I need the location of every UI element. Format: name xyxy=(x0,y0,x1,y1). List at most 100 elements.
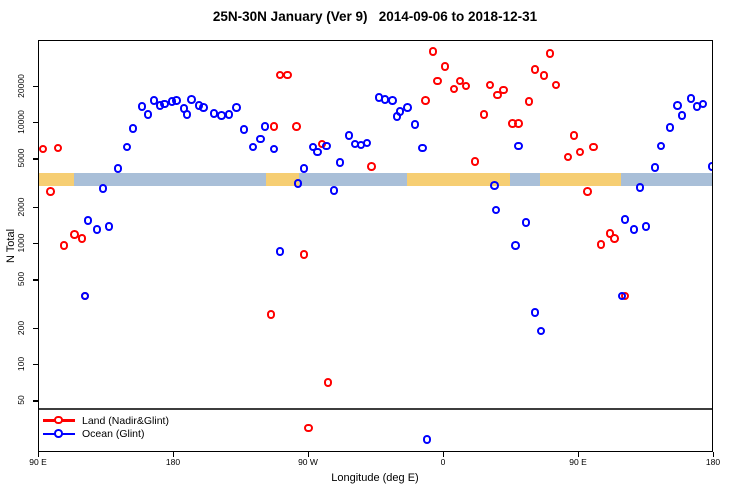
data-point-ocean xyxy=(656,141,666,151)
legend-land-circle-icon xyxy=(54,415,63,425)
band-segment-ocean xyxy=(510,172,540,187)
data-point-ocean xyxy=(686,93,696,103)
band-segment-land xyxy=(406,172,510,187)
data-point-ocean xyxy=(248,142,258,152)
data-point-ocean xyxy=(322,141,331,151)
data-point-ocean xyxy=(172,95,181,105)
x-axis-tick-label: 90 E xyxy=(569,457,587,467)
x-axis-tick xyxy=(578,452,580,457)
data-point-ocean xyxy=(122,142,132,152)
data-point-ocean xyxy=(260,122,270,131)
data-point-land xyxy=(563,152,573,162)
data-point-ocean xyxy=(362,138,372,148)
data-point-ocean xyxy=(530,308,540,317)
x-axis-label: Longitude (deg E) xyxy=(331,472,419,484)
data-point-land xyxy=(46,187,55,197)
data-point-ocean xyxy=(635,183,645,192)
data-point-ocean xyxy=(308,142,318,152)
data-point-ocean xyxy=(275,247,285,256)
data-point-land xyxy=(569,131,579,141)
data-point-ocean xyxy=(143,110,153,119)
data-point-ocean xyxy=(104,221,114,231)
data-point-ocean xyxy=(620,214,630,224)
data-point-land xyxy=(428,47,438,56)
y-axis-tick xyxy=(33,279,38,281)
data-point-ocean xyxy=(511,241,520,251)
x-axis-tick xyxy=(308,452,310,457)
data-point-ocean xyxy=(677,111,687,120)
data-point-ocean xyxy=(80,291,90,301)
data-point-ocean xyxy=(344,131,354,141)
y-axis-tick xyxy=(33,243,38,245)
data-point-ocean xyxy=(92,225,102,234)
data-point-ocean xyxy=(629,225,639,234)
data-point-ocean xyxy=(650,163,660,172)
band-segment-ocean xyxy=(73,172,266,187)
data-point-ocean xyxy=(182,110,192,119)
data-point-land xyxy=(605,229,615,238)
data-point-land xyxy=(583,187,592,197)
data-point-ocean xyxy=(137,102,147,111)
data-point-ocean xyxy=(335,157,345,167)
band-segment-land xyxy=(39,172,74,187)
x-axis-tick-label: 90 W xyxy=(298,457,318,467)
data-point-ocean xyxy=(617,291,627,301)
data-point-land xyxy=(524,96,534,106)
x-axis-tick-label: 90 E xyxy=(29,457,47,467)
data-point-ocean xyxy=(269,144,279,154)
data-point-land xyxy=(77,234,87,243)
data-point-ocean xyxy=(329,186,339,195)
legend-item-ocean: Ocean (Glint) xyxy=(43,428,144,441)
data-point-land xyxy=(455,76,465,86)
data-point-land xyxy=(610,234,619,243)
data-point-land xyxy=(479,110,489,119)
data-point-ocean xyxy=(293,179,303,188)
data-point-land xyxy=(499,85,508,95)
y-axis-tick xyxy=(33,122,38,124)
data-point-ocean xyxy=(388,95,397,105)
y-axis-tick-label: 20000 xyxy=(16,73,26,98)
x-axis-tick xyxy=(443,452,445,457)
data-point-land xyxy=(449,84,459,94)
data-point-land xyxy=(485,80,495,90)
y-axis-tick xyxy=(33,206,38,208)
chart-title: 25N-30N January (Ver 9) 2014-09-06 to 20… xyxy=(212,9,538,24)
data-point-ocean xyxy=(199,102,208,112)
legend-ocean-label: Ocean (Glint) xyxy=(82,428,145,440)
y-axis-tick xyxy=(33,158,38,160)
data-point-ocean xyxy=(224,110,234,119)
y-axis-tick xyxy=(33,327,38,329)
data-point-land xyxy=(539,71,549,81)
data-point-ocean xyxy=(313,147,322,157)
data-point-ocean xyxy=(418,143,427,153)
data-point-ocean xyxy=(673,100,682,110)
legend-land-label: Land (Nadir&Glint) xyxy=(82,414,169,427)
y-axis-label: N Total xyxy=(5,228,17,264)
legend-ocean-circle-icon xyxy=(54,429,63,438)
data-point-ocean xyxy=(128,124,138,134)
data-point-land xyxy=(421,95,430,105)
x-axis-tick-label: 0 xyxy=(440,457,446,467)
data-point-land xyxy=(59,241,69,251)
data-point-land xyxy=(266,310,276,319)
data-point-land xyxy=(433,76,442,86)
data-point-ocean xyxy=(395,106,405,116)
data-point-ocean xyxy=(232,102,241,112)
data-point-ocean xyxy=(113,164,123,173)
data-point-ocean xyxy=(410,120,420,129)
data-point-land xyxy=(39,144,48,154)
data-point-land xyxy=(596,240,606,249)
data-point-land xyxy=(589,142,598,152)
legend-item-land: Land (Nadir&Glint) xyxy=(43,414,169,427)
data-point-ocean xyxy=(665,123,675,132)
x-axis-tick-label: 180 xyxy=(165,457,181,467)
data-point-ocean xyxy=(187,94,196,104)
data-point-land xyxy=(323,378,333,387)
x-axis-tick xyxy=(173,452,175,457)
data-point-land xyxy=(493,90,502,100)
data-point-ocean xyxy=(536,326,546,336)
data-point-land xyxy=(269,122,279,131)
x-axis-tick-label: 180 xyxy=(705,457,721,467)
data-point-land xyxy=(367,162,376,171)
band-segment-land xyxy=(265,172,299,187)
